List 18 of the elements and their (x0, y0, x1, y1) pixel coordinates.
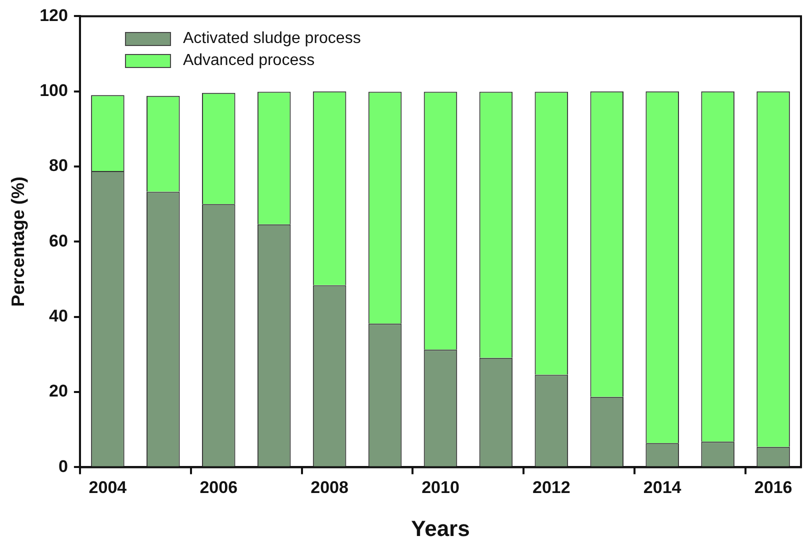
y-tick-label: 0 (58, 456, 68, 476)
legend-label: Advanced process (182, 51, 315, 72)
x-tick-label: 2014 (643, 478, 682, 498)
x-axis-title: Years (411, 516, 470, 541)
y-tick-label: 120 (40, 6, 68, 25)
y-axis-title: Percentage (%) (8, 176, 28, 307)
y-tick-label: 80 (49, 156, 68, 176)
y-tick-label: 100 (40, 81, 68, 100)
y-tick-label: 40 (49, 306, 68, 326)
legend-label: Activated sludge process (182, 29, 361, 50)
y-tick-label: 60 (49, 231, 68, 250)
x-tick-label: 2004 (88, 478, 128, 498)
x-tick-label: 2006 (200, 478, 238, 498)
x-tick-label: 2012 (532, 478, 570, 498)
x-tick-label: 2016 (754, 478, 792, 498)
x-tick-label: 2010 (422, 478, 460, 498)
y-tick-label: 20 (49, 382, 68, 401)
x-tick-label: 2008 (310, 478, 348, 498)
